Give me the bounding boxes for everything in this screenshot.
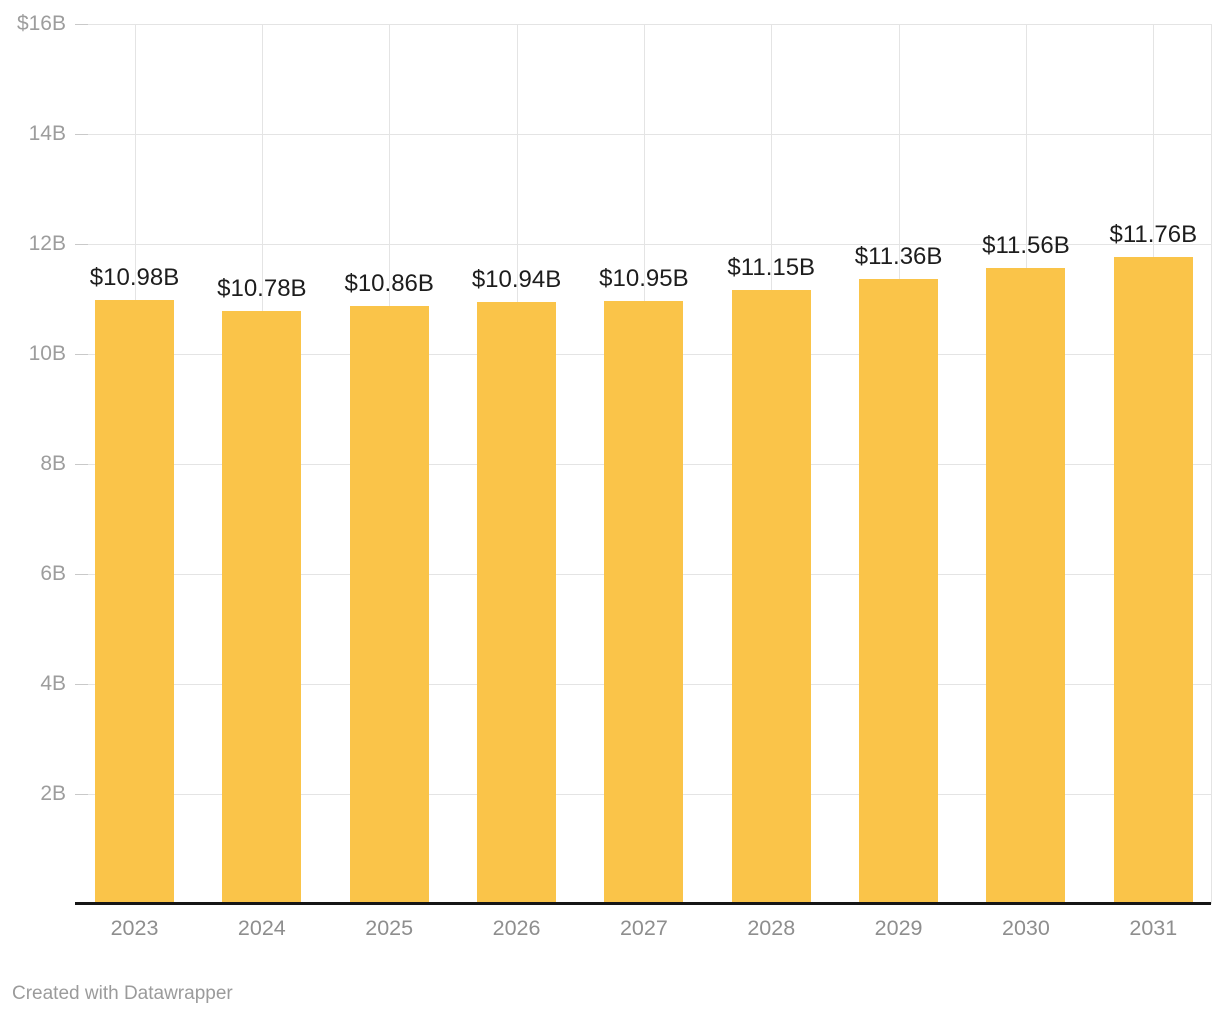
x-axis-line [75, 902, 1211, 905]
datawrapper-credit: Created with Datawrapper [12, 983, 233, 1004]
y-tick [75, 133, 88, 135]
bar-2026[interactable] [477, 301, 557, 904]
bar-2028[interactable] [731, 290, 811, 904]
y-axis-label: 6B [40, 561, 66, 585]
bar-2023[interactable] [95, 299, 174, 904]
x-axis-label: 2026 [492, 916, 541, 940]
bar-2024[interactable] [222, 310, 302, 904]
bar-value-label: $11.56B [982, 231, 1070, 259]
bar-value-label: $10.98B [89, 263, 180, 291]
bar-2031[interactable] [1113, 256, 1193, 904]
y-axis-label: 8B [40, 451, 66, 475]
bar-value-label: $11.15B [727, 254, 816, 282]
y-axis-label: 12B [28, 231, 66, 255]
bar-value-label: $10.95B [599, 265, 689, 293]
y-axis-label: $16B [16, 11, 66, 35]
y-tick [75, 353, 88, 355]
y-tick [75, 683, 88, 685]
y-gridline [75, 23, 1211, 25]
x-axis-label: 2025 [365, 916, 414, 940]
y-tick [75, 463, 88, 465]
bar-2025[interactable] [349, 306, 429, 904]
bar-value-label: $10.94B [471, 265, 562, 293]
y-tick [75, 573, 88, 575]
x-axis-label: 2027 [619, 916, 668, 940]
x-axis-label: 2028 [747, 916, 796, 940]
y-tick [75, 793, 88, 795]
bar-value-label: $10.86B [344, 270, 434, 298]
x-axis-label: 2029 [874, 916, 923, 940]
x-axis-label: 2023 [110, 916, 159, 940]
y-axis-label: 4B [40, 671, 66, 695]
y-axis-label: 10B [28, 341, 66, 365]
x-axis-label: 2024 [237, 916, 286, 940]
y-axis-label: 2B [40, 781, 66, 805]
y-gridline [75, 133, 1211, 135]
bar-2029[interactable] [859, 278, 939, 904]
y-tick [75, 243, 88, 245]
bar-value-label: $11.36B [854, 242, 943, 270]
y-tick [75, 23, 88, 25]
x-axis-label: 2031 [1129, 916, 1178, 940]
x-axis-label: 2030 [1002, 916, 1050, 940]
bar-value-label: $10.78B [217, 274, 307, 302]
bar-2027[interactable] [604, 301, 684, 904]
plot-right-border [1211, 23, 1212, 904]
bar-value-label: $11.76B [1109, 220, 1198, 248]
bar-2030[interactable] [986, 267, 1066, 904]
y-gridline [75, 243, 1211, 245]
y-axis-label: 14B [28, 121, 66, 145]
